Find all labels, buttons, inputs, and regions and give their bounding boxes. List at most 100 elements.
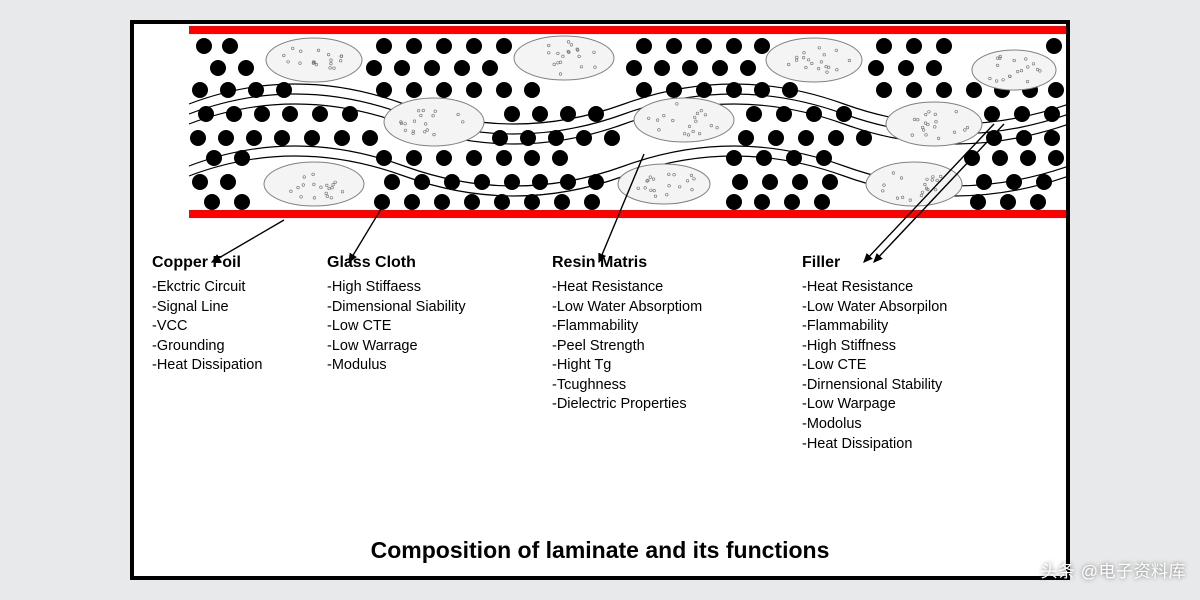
resin-particle [936, 82, 952, 98]
column-filler: Filler -Heat Resistance-Low Water Absorpi… [802, 254, 1042, 454]
resin-particle [976, 174, 992, 190]
column-title: Resin Matris [552, 254, 802, 272]
resin-particle [190, 130, 206, 146]
resin-particle [906, 82, 922, 98]
resin-particle [588, 174, 604, 190]
resin-particle [682, 60, 698, 76]
column-item: -Low Water Absorpilon [802, 298, 1042, 318]
resin-particle [966, 82, 982, 98]
column-item: -High Stiffness [802, 337, 1042, 357]
resin-particle [992, 150, 1008, 166]
fiber-bundle [634, 98, 734, 142]
resin-particle [626, 60, 642, 76]
column-item: -High Stiffaess [327, 278, 552, 298]
column-item: -Heat Resistance [802, 278, 1042, 298]
resin-particle [376, 150, 392, 166]
resin-particle [666, 82, 682, 98]
resin-particle [746, 106, 762, 122]
column-item: -Dielectric Properties [552, 395, 802, 415]
resin-particle [560, 106, 576, 122]
fiber-bundle [618, 164, 710, 204]
resin-particle [342, 106, 358, 122]
fiber-bundle [384, 98, 484, 146]
resin-particle [636, 82, 652, 98]
column-resin-matris: Resin Matris-Heat Resistance-Low Water A… [552, 254, 802, 454]
laminate-cross-section [134, 24, 1066, 219]
resin-particle [666, 38, 682, 54]
fiber-bundle [514, 36, 614, 80]
resin-particle [822, 174, 838, 190]
column-item: -Signal Line [152, 298, 327, 318]
resin-particle [636, 38, 652, 54]
column-copper-foil: Copper Foil -Ekctric Circuit-Signal Line -… [152, 254, 327, 454]
resin-particle [494, 194, 510, 210]
column-item: -Modolus [802, 415, 1042, 435]
resin-particle [786, 150, 802, 166]
resin-particle [246, 130, 262, 146]
resin-particle [970, 194, 986, 210]
column-item: -Low Warpage [802, 395, 1042, 415]
resin-particle [454, 60, 470, 76]
resin-particle [806, 106, 822, 122]
column-item: -Ekctric Circuit [152, 278, 327, 298]
column-item: -Heat Dissipation [152, 356, 327, 376]
property-columns: Copper Foil-Ekctric Circuit-Signal Line-… [152, 254, 1056, 454]
resin-particle [782, 82, 798, 98]
resin-particle [560, 174, 576, 190]
resin-particle [222, 38, 238, 54]
fiber-bundle [972, 50, 1056, 90]
resin-particle [524, 82, 540, 98]
resin-particle [406, 38, 422, 54]
resin-particle [552, 150, 568, 166]
resin-particle [532, 174, 548, 190]
resin-particle [1014, 106, 1030, 122]
resin-particle [1044, 130, 1060, 146]
resin-particle [204, 194, 220, 210]
resin-particle [696, 82, 712, 98]
resin-particle [964, 150, 980, 166]
resin-particle [406, 150, 422, 166]
resin-particle [362, 130, 378, 146]
resin-particle [312, 106, 328, 122]
resin-particle [524, 194, 540, 210]
column-title: Filler [802, 254, 1042, 272]
resin-particle [248, 82, 264, 98]
resin-particle [464, 194, 480, 210]
resin-particle [936, 38, 952, 54]
resin-particle [496, 82, 512, 98]
fiber-bundle [266, 38, 362, 82]
resin-particle [524, 150, 540, 166]
resin-particle [712, 60, 728, 76]
resin-particle [406, 82, 422, 98]
resin-particle [768, 130, 784, 146]
resin-particle [496, 38, 512, 54]
resin-particle [234, 150, 250, 166]
resin-particle [376, 38, 392, 54]
column-title: Copper Foil [152, 254, 327, 272]
resin-particle [520, 130, 536, 146]
resin-particle [732, 174, 748, 190]
resin-particle [1030, 194, 1046, 210]
resin-particle [466, 38, 482, 54]
resin-particle [374, 194, 390, 210]
resin-particle [856, 130, 872, 146]
resin-particle [814, 194, 830, 210]
resin-particle [532, 106, 548, 122]
column-item: -Low Warrage [327, 337, 552, 357]
resin-particle [304, 130, 320, 146]
resin-particle [492, 130, 508, 146]
resin-particle [740, 60, 756, 76]
resin-particle [756, 150, 772, 166]
resin-particle [792, 174, 808, 190]
main-title: Composition of laminate and its function… [134, 537, 1066, 564]
resin-particle [504, 174, 520, 190]
resin-particle [554, 194, 570, 210]
resin-particle [548, 130, 564, 146]
resin-particle [876, 82, 892, 98]
resin-particle [696, 38, 712, 54]
resin-particle [436, 150, 452, 166]
resin-particle [254, 106, 270, 122]
resin-particle [906, 38, 922, 54]
resin-particle [898, 60, 914, 76]
resin-particle [654, 60, 670, 76]
